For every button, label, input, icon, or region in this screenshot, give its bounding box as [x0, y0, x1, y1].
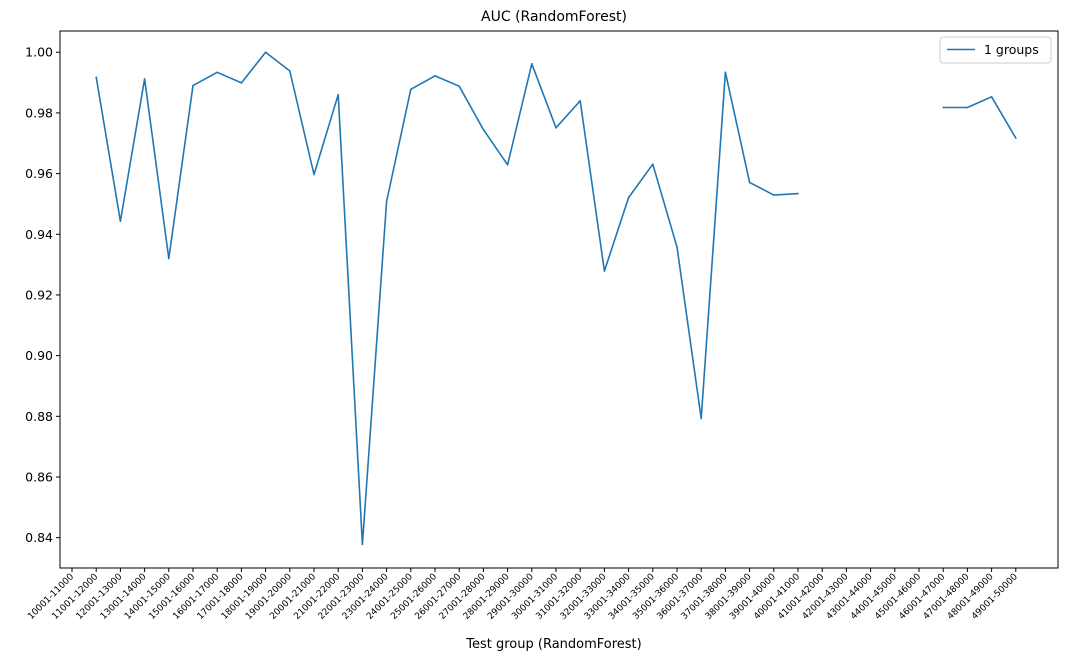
data-point	[627, 196, 630, 199]
data-point	[676, 246, 678, 248]
chart-title: AUC (RandomForest)	[481, 9, 627, 25]
y-tick-label: 0.96	[25, 166, 53, 181]
data-point	[652, 163, 654, 165]
axes-frame	[59, 30, 1059, 569]
data-point	[119, 220, 122, 223]
data-point	[700, 417, 702, 420]
data-point	[410, 88, 412, 91]
data-point	[797, 192, 799, 195]
data-point	[748, 181, 751, 184]
y-tick-label: 0.86	[25, 469, 53, 484]
data-point	[337, 93, 340, 96]
series-line-1-groups	[95, 51, 799, 546]
x-axis: 10001-1100011001-1200012001-1300013001-1…	[26, 568, 1020, 622]
data-point	[482, 128, 485, 131]
data-point	[555, 126, 557, 129]
data-point	[216, 71, 218, 74]
series-line-1-groups	[943, 96, 1017, 139]
data-point	[168, 257, 170, 260]
legend-box	[939, 36, 1052, 64]
y-tick-label: 0.90	[25, 348, 53, 363]
data-point	[966, 106, 969, 109]
data-point	[506, 163, 509, 166]
data-point	[361, 543, 364, 546]
y-tick-label: 0.88	[25, 409, 53, 424]
data-point	[192, 84, 194, 87]
data-point	[990, 96, 993, 98]
x-axis-label: Test group (RandomForest)	[465, 637, 641, 652]
data-point	[942, 106, 944, 109]
plot-area	[95, 51, 1017, 546]
legend-label-1-groups: 1 groups	[984, 42, 1039, 57]
data-point	[434, 75, 436, 77]
data-point	[289, 70, 291, 72]
data-point	[264, 51, 267, 54]
data-point	[531, 62, 533, 65]
data-point	[579, 99, 581, 102]
data-point	[1015, 137, 1017, 139]
data-point	[603, 270, 606, 272]
data-point	[313, 173, 315, 176]
y-tick-label: 0.84	[25, 530, 53, 545]
data-point	[240, 82, 243, 84]
data-point	[458, 85, 461, 88]
y-tick-label: 0.94	[25, 227, 53, 242]
data-point	[724, 71, 727, 74]
y-axis: 0.84 0.86 0.88 0.90 0.92 0.94 0.96 0.98 1.00	[25, 45, 60, 545]
y-tick-label: 0.92	[25, 287, 53, 302]
legend: 1 groups	[939, 36, 1052, 64]
data-point	[143, 78, 146, 80]
data-point	[773, 194, 775, 196]
y-tick-label: 0.98	[25, 105, 53, 120]
y-tick-label: 1.00	[25, 45, 53, 60]
data-point	[385, 200, 388, 203]
data-point	[95, 76, 97, 78]
